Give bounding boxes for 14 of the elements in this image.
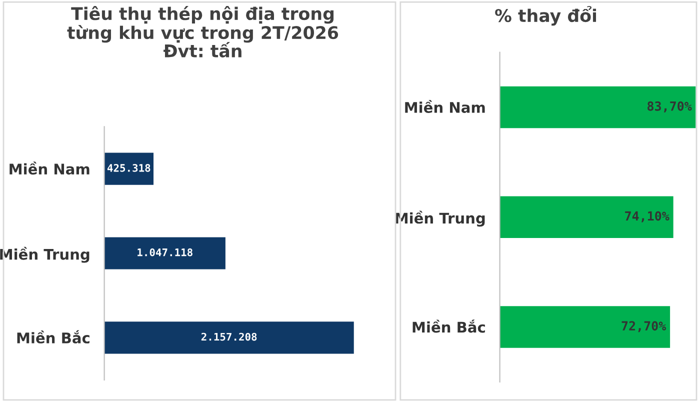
data-label: 425.318: [107, 164, 150, 172]
y-tick-label: Miền Bắc: [412, 320, 485, 333]
y-tick-label: Miền Trung: [0, 246, 90, 263]
data-label: 83,70%: [648, 101, 692, 112]
y-tick-label: Miền Trung: [396, 210, 485, 227]
y-tick-label: Miền Bắc: [17, 330, 90, 344]
data-label: 2.157.208: [201, 332, 257, 341]
data-label: 74,10%: [625, 211, 670, 222]
data-label: 1.047.118: [138, 248, 192, 256]
y-tick-label: Miền Nam: [405, 100, 485, 113]
chart-title: Tiêu thụ thép nội địa trong từng khu vực trong 2T/2026 Đvt: tấn: [67, 6, 338, 58]
y-tick-label: Miền Nam: [10, 162, 90, 175]
data-label: 72,70%: [622, 321, 666, 332]
chart-title: % thay đổi: [495, 6, 596, 26]
